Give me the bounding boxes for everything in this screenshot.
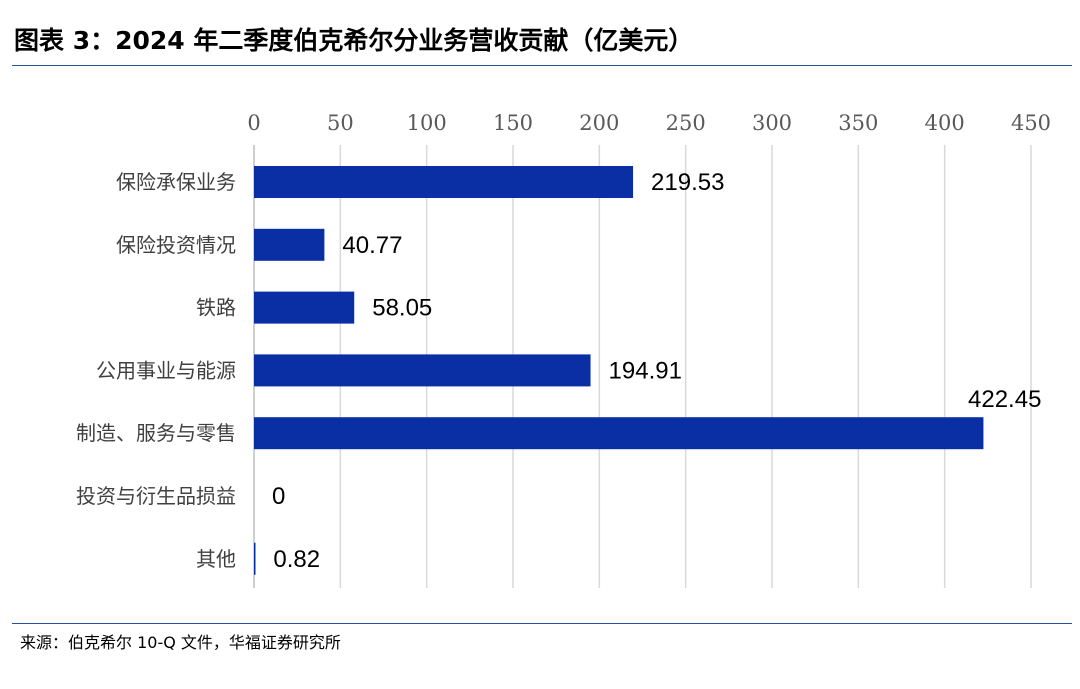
x-tick-label: 450 [1011,111,1051,135]
category-label: 其他 [196,547,236,571]
x-tick-label: 200 [579,111,619,135]
bar [254,542,256,575]
category-label: 保险承保业务 [116,170,236,194]
x-tick-label: 250 [666,111,706,135]
data-label: 0 [272,483,285,510]
x-tick-label: 0 [247,111,260,135]
title-divider [12,65,1072,66]
category-label: 铁路 [196,296,236,320]
x-tick-label: 300 [752,111,792,135]
category-label: 投资与衍生品损益 [76,484,236,508]
bar [254,417,984,450]
x-tick-label: 100 [407,111,447,135]
bar [254,166,634,198]
x-tick-label: 50 [327,111,354,135]
bar [254,291,355,324]
source-note: 来源：伯克希尔 10-Q 文件，华福证券研究所 [20,633,341,652]
x-tick-label: 150 [493,111,533,135]
bar [254,354,591,387]
x-tick-label: 400 [925,111,965,135]
data-label: 422.45 [968,386,1041,413]
x-tick-label: 350 [838,111,878,135]
data-label: 219.53 [651,169,724,196]
chart-title: 图表 3：2024 年二季度伯克希尔分业务营收贡献（亿美元） [14,26,694,55]
data-label: 58.05 [372,295,432,322]
data-label: 194.91 [609,357,682,384]
category-label: 公用事业与能源 [96,358,236,382]
bar [254,228,325,261]
source-divider [12,623,1072,624]
data-label: 0.82 [273,546,320,573]
category-label: 制造、服务与零售 [76,421,236,445]
category-label: 保险投资情况 [116,233,236,257]
data-label: 40.77 [342,232,402,259]
